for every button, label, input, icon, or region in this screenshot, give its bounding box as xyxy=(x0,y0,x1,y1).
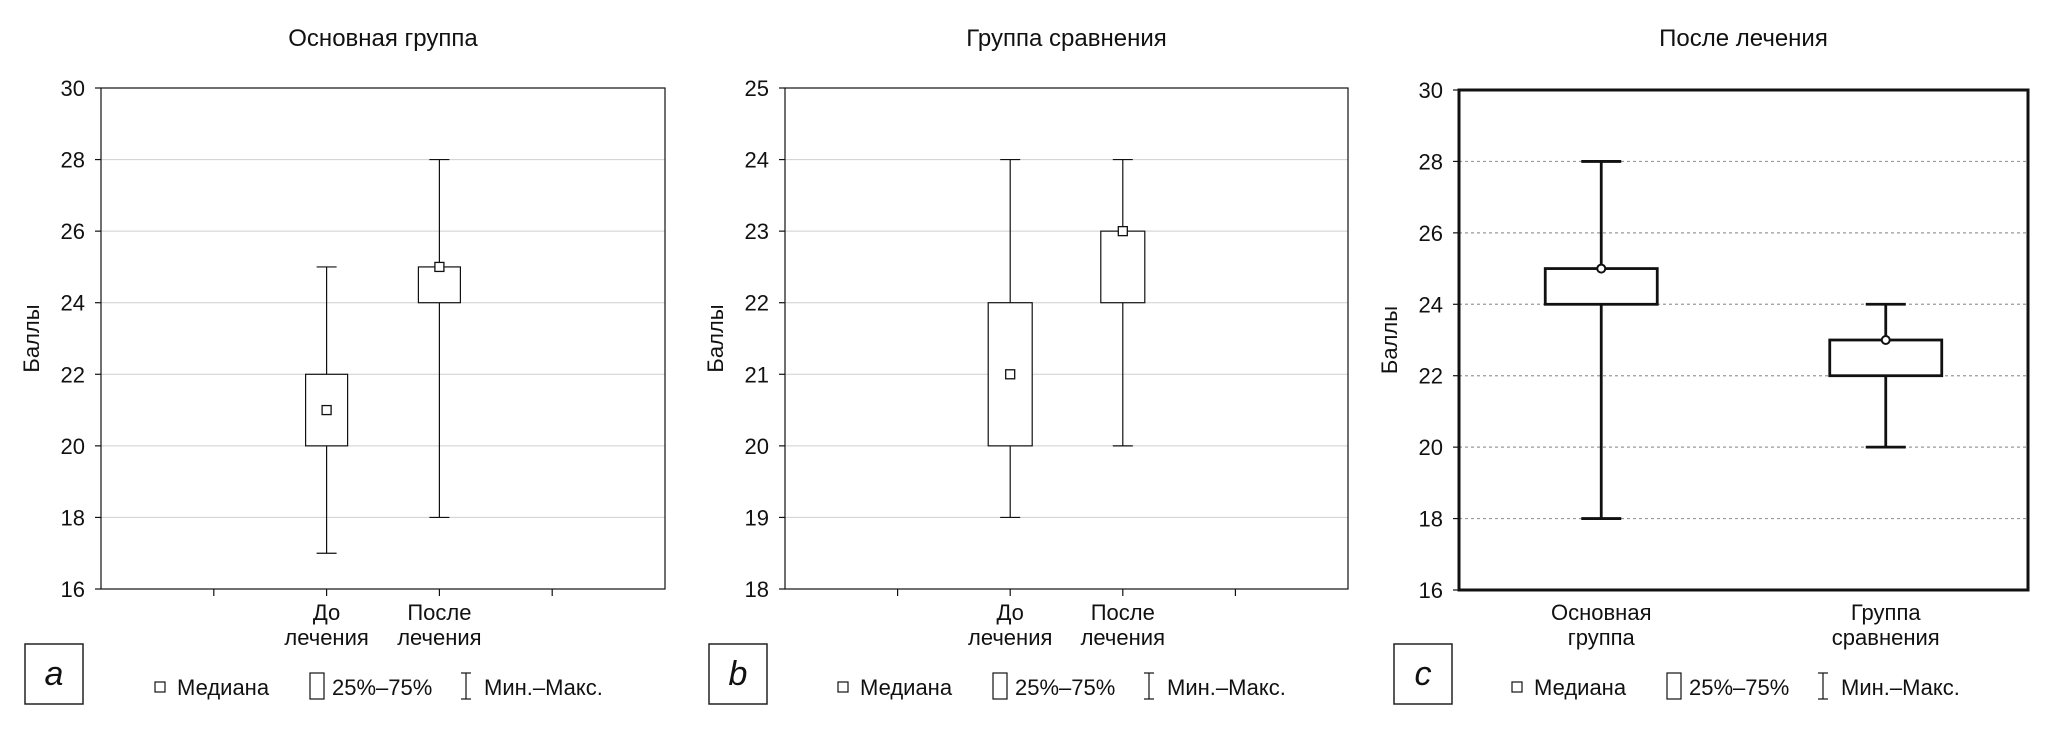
iqr-box xyxy=(1100,230,1146,304)
y-tick-label: 20 xyxy=(745,434,769,459)
legend: Медиана 25%–75% Мин.–Макс. xyxy=(837,672,1286,700)
median-marker xyxy=(1005,369,1016,380)
y-tick-label: 25 xyxy=(745,76,769,101)
y-tick-label: 26 xyxy=(61,219,85,244)
legend: Медиана 25%–75% Мин.–Макс. xyxy=(154,672,603,700)
box-2 xyxy=(1828,302,1944,449)
panel-label-frame xyxy=(708,643,768,705)
plot-frame xyxy=(100,87,666,590)
legend-minmax-label: Мин.–Макс. xyxy=(1841,675,1960,700)
chart-title: Группа сравнения xyxy=(966,25,1166,52)
median-marker xyxy=(434,261,445,273)
legend-iqr-label: 25%–75% xyxy=(332,675,432,700)
y-tick-label: 16 xyxy=(61,577,85,602)
box-1 xyxy=(305,266,349,554)
legend-median-symbol xyxy=(154,681,166,693)
legend-iqr-label: 25%–75% xyxy=(1689,675,1789,700)
x-category-label: лечения xyxy=(1081,625,1165,650)
y-tick-label: 22 xyxy=(1419,364,1443,389)
y-tick-label: 16 xyxy=(1419,578,1443,603)
x-category-label: группа xyxy=(1568,625,1636,650)
y-axis-label: Баллы xyxy=(703,304,728,372)
median-marker xyxy=(321,404,332,416)
y-tick-label: 18 xyxy=(745,577,769,602)
panel-label: a xyxy=(24,643,84,705)
panel-label-text: a xyxy=(45,655,64,693)
legend: Медиана 25%–75% Мин.–Макс. xyxy=(1511,672,1960,700)
iqr-box xyxy=(417,266,461,304)
panel-label-frame xyxy=(1393,643,1453,705)
y-tick-label: 21 xyxy=(745,362,769,387)
chart-panel-a: Основная группа1618202224262830БаллыДоле… xyxy=(19,25,666,705)
y-tick-label: 22 xyxy=(61,362,85,387)
x-category-label: лечения xyxy=(284,625,368,650)
iqr-box xyxy=(1543,267,1659,306)
chart-panel-b: Группа сравнения1819202122232425БаллыДол… xyxy=(703,25,1349,705)
legend-iqr-label: 25%–75% xyxy=(1015,675,1115,700)
y-tick-label: 28 xyxy=(61,148,85,173)
legend-median-label: Медиана xyxy=(177,675,270,700)
y-axis-label: Баллы xyxy=(19,304,44,372)
legend-iqr-symbol xyxy=(1666,672,1682,700)
y-tick-label: 24 xyxy=(1419,292,1443,317)
x-category-label: После xyxy=(407,600,471,625)
x-category-label: Основная xyxy=(1551,600,1651,625)
y-tick-label: 18 xyxy=(1419,507,1443,532)
x-category-label: лечения xyxy=(397,625,481,650)
y-tick-label: 30 xyxy=(1419,78,1443,103)
median-marker xyxy=(1880,335,1891,345)
y-tick-label: 20 xyxy=(1419,435,1443,460)
legend-iqr-symbol xyxy=(992,672,1008,700)
median-marker xyxy=(1117,225,1128,237)
y-tick-label: 20 xyxy=(61,434,85,459)
plot-frame xyxy=(784,87,1349,590)
legend-iqr-symbol xyxy=(309,672,325,700)
y-axis-label: Баллы xyxy=(1377,306,1402,374)
y-tick-label: 19 xyxy=(745,505,769,530)
legend-minmax-label: Мин.–Макс. xyxy=(484,675,603,700)
x-category-label: До xyxy=(313,600,340,625)
panel-label-text: b xyxy=(729,655,748,693)
chart-title: Основная группа xyxy=(288,25,478,52)
legend-median-label: Медиана xyxy=(860,675,953,700)
x-category-label: лечения xyxy=(968,625,1052,650)
legend-median-symbol xyxy=(837,681,849,693)
panel-label-text: c xyxy=(1415,655,1432,693)
median-marker xyxy=(1596,263,1607,274)
x-category-label: сравнения xyxy=(1832,625,1940,650)
box-2 xyxy=(1100,158,1146,447)
plot-frame xyxy=(1457,88,2030,592)
box-1 xyxy=(987,158,1033,519)
y-tick-label: 26 xyxy=(1419,221,1443,246)
x-category-label: До xyxy=(997,600,1024,625)
y-tick-label: 24 xyxy=(61,291,85,316)
legend-median-symbol xyxy=(1511,681,1523,693)
x-category-label: После xyxy=(1091,600,1155,625)
y-tick-label: 22 xyxy=(745,291,769,316)
box-2 xyxy=(417,158,461,519)
chart-panel-c: После лечения 16 18 20 22 24 26 28 30 Баллы Основн… xyxy=(1377,25,2030,705)
y-tick-label: 18 xyxy=(61,505,85,530)
y-tick-label: 24 xyxy=(745,148,769,173)
panel-label: b xyxy=(708,643,768,705)
chart-title: После лечения xyxy=(1659,25,1828,52)
legend-minmax-label: Мин.–Макс. xyxy=(1167,675,1286,700)
panel-label: c xyxy=(1393,643,1453,705)
panel-label-frame xyxy=(24,643,84,705)
y-tick-label: 23 xyxy=(745,219,769,244)
box-1 xyxy=(1543,160,1659,520)
x-category-label: Группа xyxy=(1851,600,1921,625)
legend-median-label: Медиана xyxy=(1534,675,1627,700)
y-tick-label: 28 xyxy=(1419,149,1443,174)
iqr-box xyxy=(1828,338,1944,378)
y-tick-label: 30 xyxy=(61,76,85,101)
